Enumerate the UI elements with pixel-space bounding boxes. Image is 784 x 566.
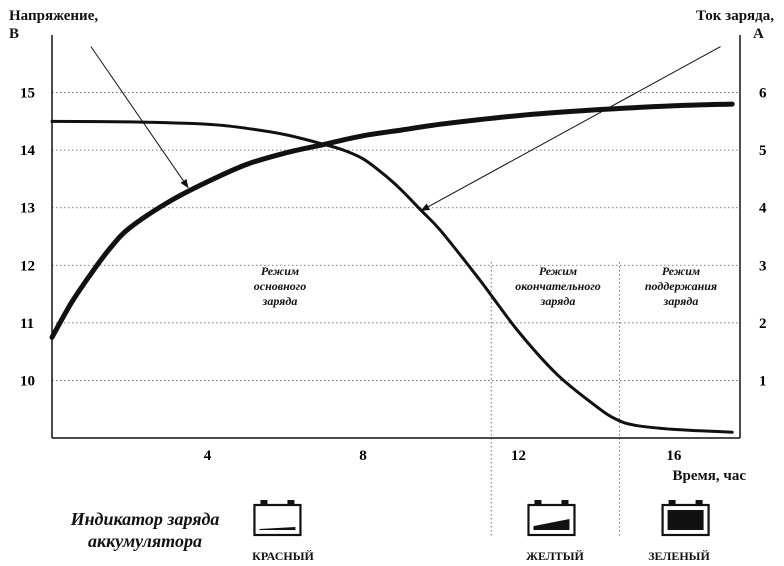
x-tick-label: 16 [666,448,682,464]
y-left-tick-label: 15 [20,86,35,102]
y-left-tick-label: 10 [20,373,35,389]
y-left-tick-label: 11 [20,316,34,332]
y-left-label: Напряжение, [9,8,99,24]
y-right-tick-label: 1 [759,373,767,389]
battery-green-icon [661,500,710,537]
region-label-final: Режим окончательного заряда [515,264,601,308]
indicator-label-yellow: ЖЕЛТЫЙ [526,549,584,563]
region-label-float: Режим поддержания заряда [644,264,718,308]
y-right-tick-label: 5 [759,143,767,159]
y-right-unit: А [753,26,764,42]
y-left-unit: В [9,26,20,42]
indicator-label-green: ЗЕЛЕНЫЙ [648,549,710,563]
y-right-label: Ток заряда, [695,8,774,24]
x-tick-label: 4 [204,448,212,464]
y-left-tick-label: 14 [20,143,36,159]
x-axis-label: Время, час [672,468,746,484]
y-left-tick-label: 12 [20,258,35,274]
y-right-tick-label: 2 [759,316,767,332]
current-pointer-arrow [420,46,721,212]
voltage-curve [49,101,735,340]
indicator-title: Индикатор заряда аккумулятора [70,509,220,551]
battery-red-icon [253,500,302,537]
current-curve [50,119,734,434]
y-right-tick-label: 6 [759,86,767,102]
indicator-label-red: КРАСНЫЙ [252,549,314,563]
x-tick-label: 12 [511,448,526,464]
voltage-pointer-arrow [90,46,189,189]
region-label-main: Режим основного заряда [253,264,307,308]
y-right-tick-label: 4 [759,201,767,217]
y-left-tick-label: 13 [20,201,35,217]
battery-yellow-icon [527,500,576,537]
x-tick-label: 8 [359,448,367,464]
y-right-tick-label: 3 [759,258,767,274]
